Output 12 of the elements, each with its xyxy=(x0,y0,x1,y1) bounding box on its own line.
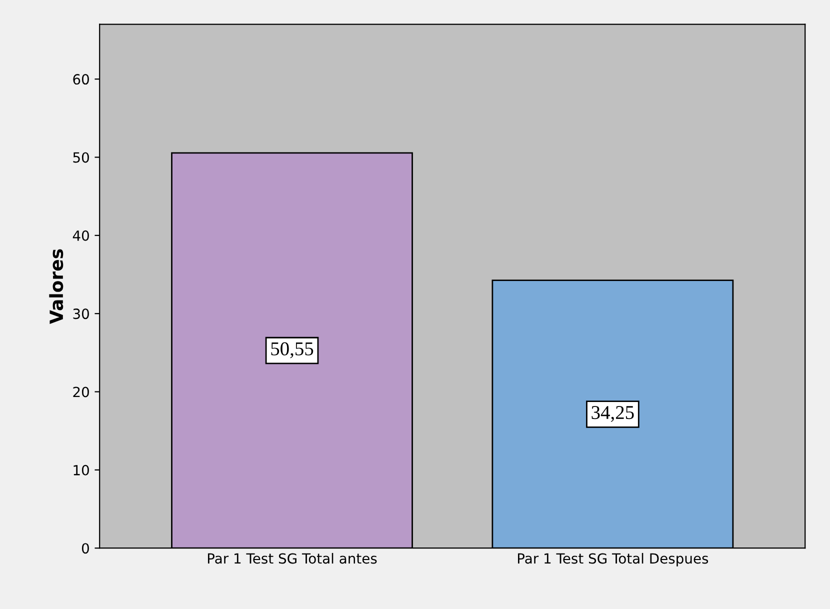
data-label: 34,25 xyxy=(592,406,634,422)
y-tick-label: 60 xyxy=(73,74,89,85)
y-tick-label: 50 xyxy=(73,152,89,163)
y-tick-label: 10 xyxy=(74,464,89,476)
data-label: 50,55 xyxy=(271,342,314,358)
x-tick-label: Par 1 Test SG Total Despues xyxy=(518,552,708,566)
y-tick-label: 0 xyxy=(82,543,89,554)
y-tick-label: 40 xyxy=(72,230,89,241)
x-tick-label: Par 1 Test SG Total antes xyxy=(208,552,377,564)
y-tick-label: 20 xyxy=(73,386,89,398)
y-tick-label: 30 xyxy=(73,308,89,320)
y-axis-title: Valores xyxy=(49,249,64,324)
